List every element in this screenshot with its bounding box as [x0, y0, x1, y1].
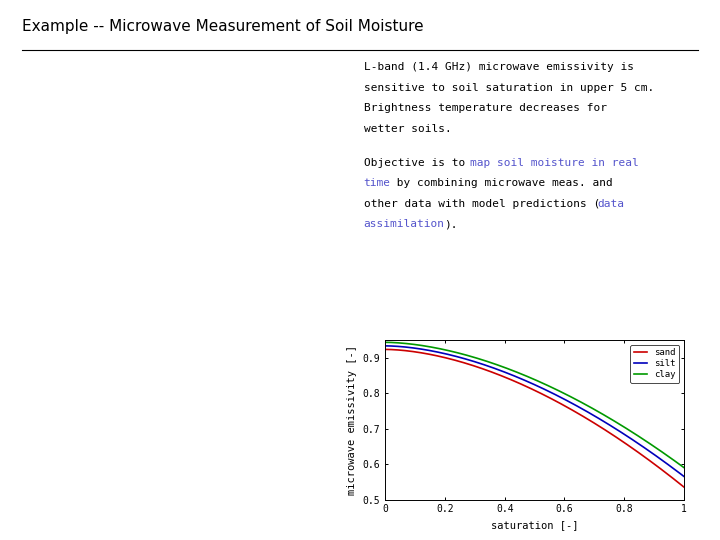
- clay: [633, 432, 642, 438]
- clay: [680, 464, 688, 471]
- Line: clay: clay: [385, 342, 684, 468]
- clay: [559, 390, 567, 396]
- sand: [558, 401, 567, 408]
- sand: [382, 346, 390, 353]
- Legend: sand, silt, clay: sand, silt, clay: [630, 345, 680, 382]
- Line: sand: sand: [385, 349, 684, 487]
- Text: Objective is to: Objective is to: [364, 158, 472, 168]
- sand: [633, 448, 642, 455]
- Y-axis label: microwave emissivity [-]: microwave emissivity [-]: [347, 345, 357, 495]
- sand: [559, 402, 567, 408]
- sand: [652, 462, 660, 469]
- Text: assimilation: assimilation: [364, 219, 445, 230]
- clay: [652, 444, 660, 451]
- clay: [382, 339, 390, 346]
- Text: Brightness temperature decreases for: Brightness temperature decreases for: [364, 103, 606, 113]
- silt: [382, 343, 390, 349]
- Text: by combining microwave meas. and: by combining microwave meas. and: [390, 178, 613, 188]
- sand: [381, 346, 390, 353]
- X-axis label: saturation [-]: saturation [-]: [491, 520, 578, 530]
- sand: [564, 404, 572, 411]
- silt: [680, 473, 688, 480]
- silt: [652, 453, 660, 459]
- Text: ).: ).: [444, 219, 457, 230]
- Text: map soil moisture in real: map soil moisture in real: [470, 158, 639, 168]
- Text: wetter soils.: wetter soils.: [364, 124, 451, 134]
- Text: other data with model predictions (: other data with model predictions (: [364, 199, 600, 209]
- Text: L-band (1.4 GHz) microwave emissivity is: L-band (1.4 GHz) microwave emissivity is: [364, 62, 634, 72]
- silt: [559, 395, 567, 402]
- Line: silt: silt: [385, 346, 684, 476]
- clay: [564, 392, 572, 399]
- silt: [564, 398, 572, 404]
- silt: [633, 440, 642, 446]
- clay: [558, 389, 567, 396]
- silt: [381, 342, 390, 349]
- Text: time: time: [364, 178, 391, 188]
- sand: [680, 484, 688, 490]
- Text: data: data: [597, 199, 624, 209]
- silt: [558, 395, 567, 401]
- Text: Example -- Microwave Measurement of Soil Moisture: Example -- Microwave Measurement of Soil…: [22, 19, 423, 34]
- Text: sensitive to soil saturation in upper 5 cm.: sensitive to soil saturation in upper 5 …: [364, 83, 654, 93]
- clay: [381, 339, 390, 346]
